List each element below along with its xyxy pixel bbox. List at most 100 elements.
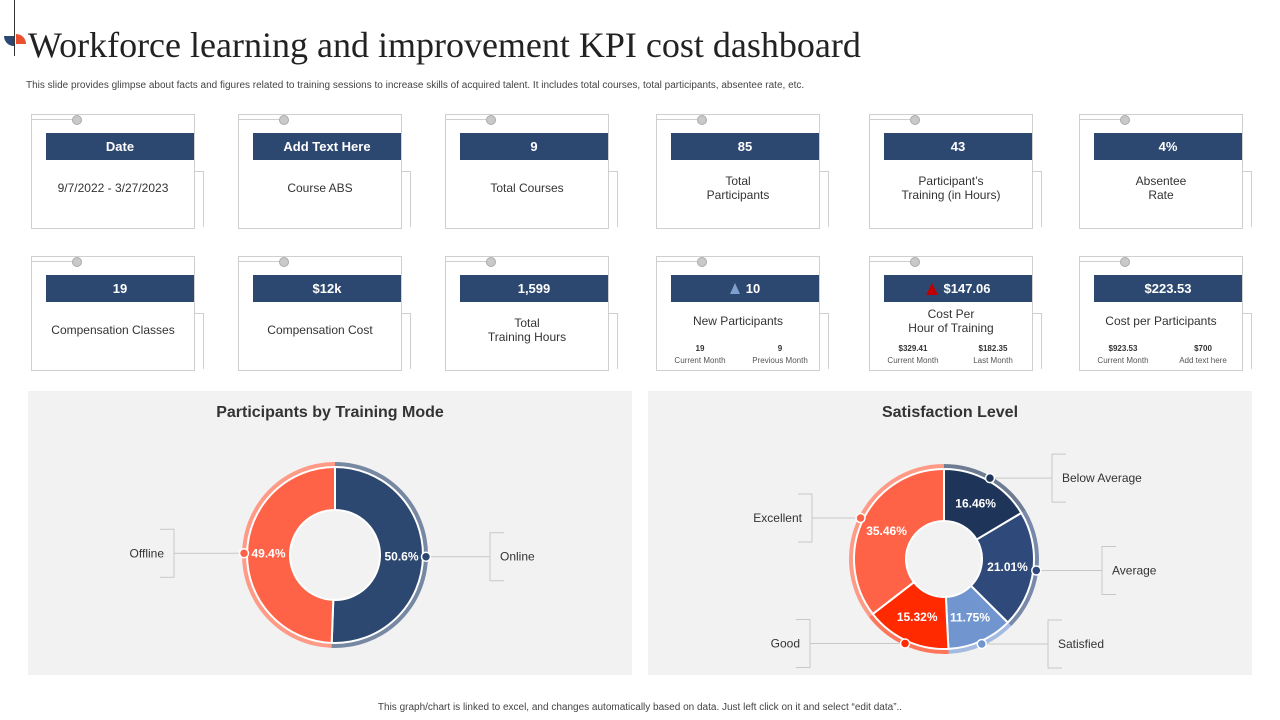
card-bracket — [608, 171, 618, 227]
card-bracket — [1242, 171, 1252, 227]
kpi-sub-value: $329.41 — [898, 344, 928, 353]
triangle-up-icon — [729, 283, 740, 294]
kpi-value: 85 — [737, 139, 753, 154]
kpi-label: Cost Per Hour of Training — [908, 306, 994, 335]
legend-label: Good — [771, 636, 800, 650]
kpi-card: 10 New Participants 19 Current Month 9 Previo… — [656, 256, 829, 371]
card-bracket — [819, 171, 829, 227]
kpi-card: 85 Total Participants — [656, 114, 829, 229]
kpi-value-banner: $12k — [253, 275, 401, 302]
card-bracket — [194, 171, 204, 227]
callout-dot — [1031, 565, 1042, 576]
kpi-value-banner: Date — [46, 133, 194, 160]
callout-dot — [420, 551, 432, 562]
card-bracket — [401, 313, 411, 369]
legend-label: Average — [1112, 563, 1157, 577]
panel-training-mode: Participants by Training Mode 50.6% Onlin… — [28, 391, 632, 675]
card-pin-line — [1080, 261, 1124, 262]
legend-label: Online — [500, 550, 535, 564]
card-pin-line — [1080, 119, 1124, 120]
card-pin-icon — [910, 115, 920, 125]
kpi-sub-metric: $329.41 Current Month — [878, 343, 948, 367]
kpi-sub-metric: $700 Add text here — [1168, 343, 1238, 367]
legend-label: Below Average — [1062, 471, 1142, 485]
kpi-value: 4% — [1158, 139, 1178, 154]
card-pin-line — [239, 119, 283, 120]
kpi-card: 1,599 Total Training Hours — [445, 256, 618, 371]
card-bracket — [1032, 313, 1042, 369]
kpi-sub-metric: $182.35 Last Month — [958, 343, 1028, 367]
kpi-sub-value: 9 — [777, 344, 783, 353]
card-pin-icon — [486, 257, 496, 267]
kpi-sub-metric: $923.53 Current Month — [1088, 343, 1158, 367]
callout-bracket — [1047, 619, 1062, 669]
kpi-sub-metric: 19 Current Month — [665, 343, 735, 367]
kpi-sub-metric: 9 Previous Month — [745, 343, 815, 367]
card-bracket — [819, 313, 829, 369]
card-pin-icon — [697, 115, 707, 125]
card-bracket — [1032, 171, 1042, 227]
kpi-value: 43 — [950, 139, 966, 154]
donut-chart-satisfaction[interactable]: 16.46% Below Average 21.01% Average 11.75% Sa… — [648, 391, 1252, 675]
kpi-label: Cost per Participants — [1105, 313, 1217, 328]
kpi-label: Total Participants — [706, 173, 770, 202]
kpi-label: Participant’s Training (in Hours) — [901, 173, 1001, 202]
kpi-card: $223.53 Cost per Participants $923.53 Curre… — [1079, 256, 1252, 371]
kpi-value-banner: $147.06 — [884, 275, 1032, 302]
callout-dot — [984, 472, 996, 484]
kpi-label: Course ABS — [287, 180, 353, 195]
card-pin-icon — [279, 115, 289, 125]
kpi-value-banner: 4% — [1094, 133, 1242, 160]
kpi-sub-caption: Current Month — [887, 356, 939, 365]
chart-title-satisfaction: Satisfaction Level — [881, 404, 1019, 421]
card-pin-icon — [72, 115, 82, 125]
kpi-value-banner: 1,599 — [460, 275, 608, 302]
card-pin-icon — [1120, 257, 1130, 267]
card-pin-line — [657, 119, 701, 120]
donut-chart-training-mode[interactable]: 50.6% Online 49.4% Offline — [28, 391, 632, 675]
kpi-sub-caption: Current Month — [1097, 356, 1149, 365]
kpi-value-banner: 10 — [671, 275, 819, 302]
kpi-value: $12k — [312, 281, 342, 296]
callout-dot — [238, 548, 250, 559]
callout-dot — [899, 638, 911, 649]
card-pin-icon — [279, 257, 289, 267]
triangle-up-red-icon — [925, 282, 938, 295]
kpi-card: Add Text Here Course ABS — [238, 114, 411, 229]
callout-bracket — [1051, 453, 1066, 503]
kpi-value-banner: 43 — [884, 133, 1032, 160]
pie-slice-rim — [849, 464, 944, 618]
kpi-value-banner: 85 — [671, 133, 819, 160]
kpi-value: $147.06 — [943, 281, 991, 296]
kpi-label: Total Courses — [490, 180, 564, 195]
card-pin-line — [870, 261, 914, 262]
page-title: Workforce learning and improvement KPI c… — [28, 25, 861, 65]
data-label: 49.4% — [251, 547, 285, 561]
callout-dot — [976, 638, 988, 650]
kpi-value: Date — [105, 139, 135, 154]
card-pin-line — [32, 261, 76, 262]
kpi-label: 9/7/2022 - 3/27/2023 — [57, 180, 169, 195]
kpi-card: Date 9/7/2022 - 3/27/2023 — [31, 114, 204, 229]
card-pin-line — [239, 261, 283, 262]
pie-slice — [330, 465, 424, 644]
kpi-value-banner: 9 — [460, 133, 608, 160]
kpi-label: Total Training Hours — [487, 315, 567, 344]
kpi-value: $223.53 — [1144, 281, 1192, 296]
card-pin-line — [657, 261, 701, 262]
kpi-label: New Participants — [692, 313, 784, 328]
card-pin-line — [446, 261, 490, 262]
kpi-card: $12k Compensation Cost — [238, 256, 411, 371]
page-subtitle: This slide provides glimpse about facts … — [26, 80, 805, 91]
data-label: 21.01% — [987, 560, 1028, 574]
kpi-card: 4% Absentee Rate — [1079, 114, 1252, 229]
kpi-value: Add Text Here — [283, 139, 371, 154]
kpi-value: 1,599 — [517, 281, 551, 296]
kpi-sub-caption: Current Month — [674, 356, 726, 365]
data-label: 50.6% — [384, 549, 418, 563]
kpi-sub-value: $923.53 — [1108, 344, 1138, 353]
card-bracket — [194, 313, 204, 369]
kpi-value-banner: $223.53 — [1094, 275, 1242, 302]
card-pin-icon — [486, 115, 496, 125]
kpi-sub-caption: Previous Month — [752, 356, 808, 365]
